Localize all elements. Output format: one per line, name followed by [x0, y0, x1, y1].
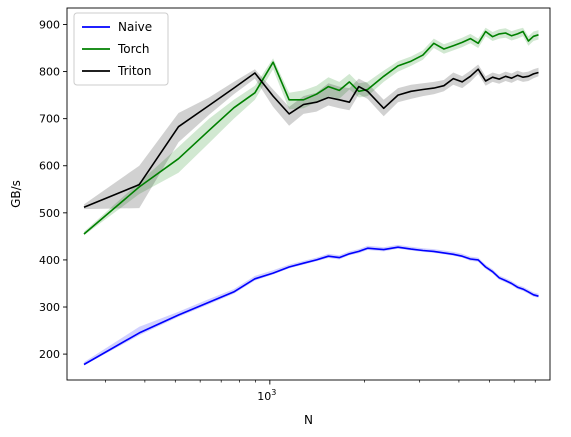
axes: 200 300 400 500 600 700 800 900 103 [39, 7, 551, 403]
legend-box [73, 12, 169, 86]
y-tick-label: 300 [39, 301, 60, 314]
series-lines [83, 30, 539, 366]
series-line-triton [83, 68, 539, 208]
y-tick-label: 800 [39, 66, 60, 79]
band-triton [84, 64, 539, 210]
x-tick-label: 103 [257, 388, 276, 403]
legend-label-torch: Torch [117, 42, 150, 56]
band-naive [84, 244, 539, 366]
y-tick-label: 900 [39, 18, 60, 31]
y-tick-label: 500 [39, 207, 60, 220]
y-tick-label: 200 [39, 348, 60, 361]
plot-frame [66, 7, 551, 381]
legend: Naive Torch Triton [73, 12, 169, 86]
y-tick-label: 600 [39, 160, 60, 173]
series-line-naive [83, 246, 539, 366]
legend-label-triton: Triton [117, 64, 152, 78]
series-line-torch [83, 30, 539, 235]
y-axis-label: GB/s [9, 180, 23, 208]
y-tick-label: 700 [39, 113, 60, 126]
legend-label-naive: Naive [118, 20, 152, 34]
x-axis-label: N [304, 413, 313, 427]
y-tick-label: 400 [39, 254, 60, 267]
